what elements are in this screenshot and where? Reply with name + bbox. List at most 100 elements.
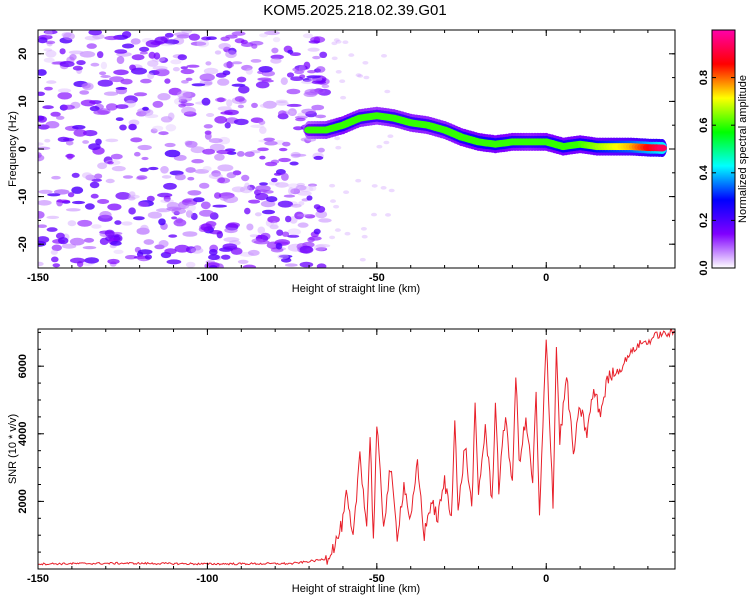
noise-blob [277, 254, 289, 260]
noise-blob [201, 97, 211, 106]
noise-blob [97, 162, 108, 170]
noise-blob [160, 43, 174, 47]
noise-blob [45, 30, 53, 37]
colorbar-gradient [711, 29, 736, 269]
noise-blob [214, 116, 228, 124]
noise-blob [43, 30, 58, 35]
noise-blob [208, 265, 218, 268]
noise-blob [297, 213, 311, 217]
noise-blob [317, 147, 325, 153]
noise-blob [330, 199, 336, 203]
x-tick-label: 0 [543, 573, 549, 585]
noise-blob [204, 132, 212, 140]
noise-blob [163, 195, 171, 202]
noise-blob [147, 72, 155, 80]
noise-blob [286, 103, 302, 107]
noise-blob [95, 138, 102, 145]
noise-blob [71, 172, 80, 178]
noise-blob [38, 200, 52, 206]
noise-blob [81, 172, 93, 179]
noise-blob [340, 95, 347, 100]
noise-blob [51, 61, 58, 65]
noise-blob [160, 199, 174, 204]
noise-blob [115, 117, 124, 121]
noise-blob [38, 261, 44, 267]
noise-blob [81, 83, 91, 89]
noise-blob [63, 137, 75, 142]
noise-blob [244, 151, 255, 157]
noise-blob [68, 50, 84, 55]
noise-blob [344, 231, 351, 236]
noise-blob [339, 79, 346, 83]
noise-blob [50, 111, 61, 117]
noise-blob [248, 199, 261, 204]
noise-blob [236, 76, 247, 83]
noise-blob [282, 256, 291, 260]
noise-blob [223, 237, 240, 243]
noise-blob [79, 90, 90, 95]
noise-blob [105, 138, 119, 143]
noise-blob [164, 149, 181, 158]
noise-blob [371, 212, 377, 217]
noise-blob [158, 218, 166, 226]
noise-blob [130, 38, 141, 45]
noise-blob [107, 161, 114, 165]
noise-blob [251, 102, 258, 108]
noise-blob [290, 76, 304, 81]
noise-blob [334, 228, 341, 232]
noise-blob [315, 66, 326, 73]
noise-blob [301, 80, 315, 85]
noise-blob [200, 223, 213, 232]
noise-blob [72, 125, 86, 130]
noise-blob [287, 234, 300, 238]
noise-blob [72, 200, 85, 205]
noise-blob [335, 70, 342, 74]
noise-blob [89, 181, 100, 189]
noise-blob [271, 221, 278, 228]
noise-blob [359, 257, 366, 262]
noise-blob [110, 241, 122, 246]
noise-blob [174, 98, 182, 105]
noise-blob [271, 47, 279, 54]
noise-blob [43, 57, 55, 63]
noise-blob [152, 65, 168, 71]
noise-blob [313, 204, 321, 210]
noise-blob [100, 61, 108, 70]
snr-x-label: Height of straight line (km) [292, 583, 420, 595]
noise-blob [89, 105, 100, 112]
noise-blob [251, 238, 264, 244]
noise-blob [139, 51, 148, 55]
noise-blob [128, 123, 137, 131]
noise-blob [218, 136, 231, 145]
colorbar-label: Normalized spectral amplitude [737, 75, 749, 223]
noise-blob [223, 62, 235, 68]
noise-blob [225, 50, 237, 59]
noise-blob [313, 244, 326, 251]
noise-blob [209, 248, 218, 256]
noise-blob [202, 166, 212, 172]
noise-blob [196, 39, 209, 48]
noise-blob [93, 110, 110, 115]
noise-blob [333, 38, 340, 42]
noise-blob [56, 199, 70, 203]
noise-blob [133, 92, 148, 97]
noise-blob [357, 74, 364, 78]
noise-blob [45, 40, 56, 45]
noise-blob [258, 66, 273, 73]
noise-blob [79, 51, 96, 58]
spectrogram-y-label: Frequency (Hz) [7, 111, 19, 187]
noise-blob [315, 114, 327, 119]
noise-blob [190, 247, 204, 254]
noise-blob [307, 237, 315, 243]
noise-blob [236, 151, 245, 157]
noise-blob [309, 89, 326, 94]
noise-blob [286, 72, 295, 78]
noise-blob [146, 195, 155, 202]
noise-blob [58, 237, 69, 245]
noise-blob [100, 75, 111, 78]
noise-blob [318, 218, 332, 223]
noise-blob [287, 228, 301, 236]
noise-blob [331, 56, 338, 61]
noise-blob [259, 103, 271, 108]
noise-blob [174, 173, 186, 181]
